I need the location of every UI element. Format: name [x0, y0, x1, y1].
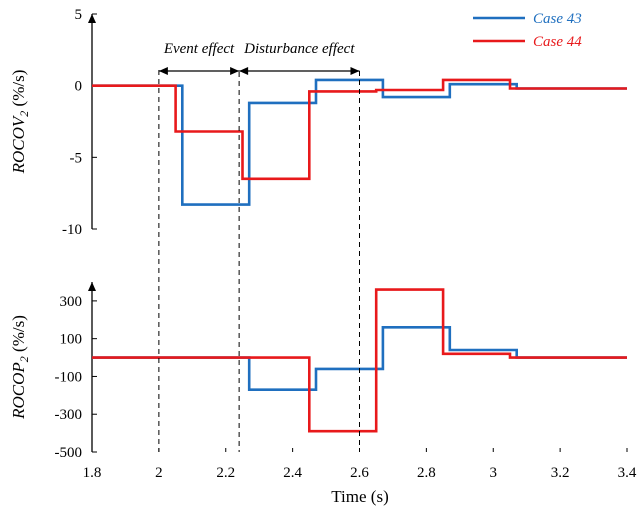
arrow-head-icon [350, 67, 360, 75]
series-line-case-44-panel-2 [92, 288, 627, 433]
x-tick-label: 2.4 [283, 465, 302, 481]
x-tick-label: 3 [490, 465, 498, 481]
y-axis-label-1: ROCOV2 (%/s) [9, 70, 31, 175]
series-line-case-43-panel-2 [92, 325, 627, 392]
x-tick-label: 3.2 [551, 465, 570, 481]
x-tick-label: 2 [155, 465, 163, 481]
x-tick-label: 2.8 [417, 465, 436, 481]
x-tick-label: 3.4 [618, 465, 637, 481]
y-tick-label: -10 [62, 222, 82, 238]
series-line-case-44-panel-1 [92, 78, 627, 181]
x-tick-label: 1.8 [83, 465, 102, 481]
y-axis-arrow-icon [88, 282, 96, 291]
event-effect-label: Event effect [163, 41, 235, 57]
y-tick-label: -500 [55, 445, 83, 461]
arrow-head-icon [230, 67, 240, 75]
y-tick-label: -5 [70, 150, 83, 166]
legend-label-2: Case 44 [533, 34, 582, 50]
arrow-head-icon [239, 67, 249, 75]
arrow-head-icon [158, 67, 168, 75]
series-line-case-43-panel-1 [92, 78, 627, 206]
y-tick-label: -300 [55, 407, 83, 423]
y-tick-label: 100 [60, 332, 83, 348]
x-tick-label: 2.2 [216, 465, 235, 481]
disturbance-effect-label: Disturbance effect [243, 41, 355, 57]
legend-label-1: Case 43 [533, 11, 582, 27]
y-tick-label: -100 [55, 369, 83, 385]
y-axis-arrow-icon [88, 14, 96, 23]
x-tick-label: 2.6 [350, 465, 369, 481]
y-tick-label: 5 [75, 7, 83, 23]
y-axis-label-2: ROCOP2 (%/s) [9, 315, 31, 420]
x-axis-label: Time (s) [331, 487, 388, 506]
y-tick-label: 0 [75, 79, 83, 95]
y-tick-label: 300 [60, 294, 83, 310]
